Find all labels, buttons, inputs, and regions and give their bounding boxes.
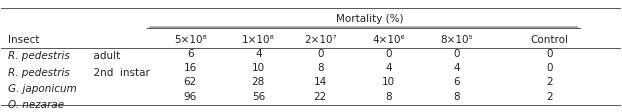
Text: 22: 22 bbox=[313, 91, 327, 101]
Text: 10: 10 bbox=[382, 77, 395, 87]
Text: 0: 0 bbox=[385, 48, 392, 58]
Text: G. japonicum: G. japonicum bbox=[7, 83, 77, 93]
Text: 4: 4 bbox=[453, 62, 460, 72]
Text: adult: adult bbox=[87, 51, 120, 61]
Text: 2: 2 bbox=[546, 77, 553, 87]
Text: 62: 62 bbox=[183, 77, 197, 87]
Text: Control: Control bbox=[531, 34, 569, 44]
Text: 0: 0 bbox=[317, 48, 323, 58]
Text: 8: 8 bbox=[385, 91, 392, 101]
Text: R. pedestris: R. pedestris bbox=[7, 67, 69, 77]
Text: 0: 0 bbox=[453, 48, 460, 58]
Text: Insect: Insect bbox=[7, 34, 39, 44]
Text: 6: 6 bbox=[453, 77, 460, 87]
Text: 10: 10 bbox=[252, 62, 265, 72]
Text: Mortality (%): Mortality (%) bbox=[336, 13, 404, 23]
Text: 4: 4 bbox=[255, 48, 262, 58]
Text: 2nd  instar: 2nd instar bbox=[87, 67, 150, 77]
Text: 8: 8 bbox=[453, 91, 460, 101]
Text: 6: 6 bbox=[187, 48, 193, 58]
Text: 1×10⁸: 1×10⁸ bbox=[242, 34, 275, 44]
Text: 4×10⁶: 4×10⁶ bbox=[372, 34, 405, 44]
Text: 2: 2 bbox=[546, 91, 553, 101]
Text: 8×10⁵: 8×10⁵ bbox=[440, 34, 473, 44]
Text: 8: 8 bbox=[317, 62, 323, 72]
Text: R. pedestris: R. pedestris bbox=[7, 51, 69, 61]
Text: 0: 0 bbox=[546, 48, 553, 58]
Text: 5×10⁸: 5×10⁸ bbox=[174, 34, 207, 44]
Text: 2×10⁷: 2×10⁷ bbox=[304, 34, 337, 44]
Text: 14: 14 bbox=[313, 77, 327, 87]
Text: O. nezarae: O. nezarae bbox=[7, 100, 63, 110]
Text: 16: 16 bbox=[183, 62, 197, 72]
Text: 96: 96 bbox=[183, 91, 197, 101]
Text: 0: 0 bbox=[546, 62, 553, 72]
Text: 4: 4 bbox=[385, 62, 392, 72]
Text: 56: 56 bbox=[252, 91, 265, 101]
Text: 28: 28 bbox=[252, 77, 265, 87]
